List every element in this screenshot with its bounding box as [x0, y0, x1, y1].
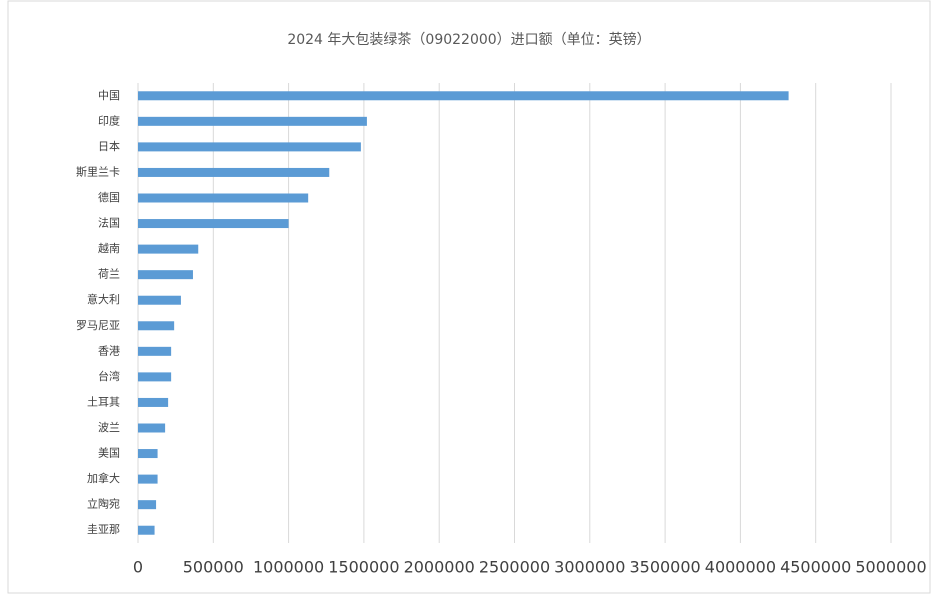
y-tick-label: 香港 — [98, 344, 120, 357]
bar — [138, 525, 155, 535]
y-tick-label: 意大利 — [87, 292, 120, 306]
bar — [138, 449, 158, 459]
bar — [138, 270, 193, 280]
x-tick-label: 3000000 — [554, 558, 625, 577]
bar — [138, 423, 166, 433]
y-tick-label: 波兰 — [98, 421, 120, 434]
y-tick-label: 加拿大 — [87, 471, 120, 485]
bar — [138, 142, 361, 152]
y-tick-label: 中国 — [98, 89, 120, 102]
bar — [138, 193, 309, 203]
bar — [138, 219, 289, 229]
y-tick-label: 台湾 — [98, 369, 120, 383]
x-tick-label: 1500000 — [328, 558, 399, 577]
x-tick-label: 4500000 — [780, 558, 851, 577]
y-tick-label: 德国 — [98, 190, 120, 204]
bar — [138, 167, 330, 177]
x-tick-label: 5000000 — [855, 558, 926, 577]
bar — [138, 116, 367, 126]
y-tick-label: 荷兰 — [98, 268, 120, 281]
bar — [138, 397, 169, 407]
bar — [138, 346, 172, 356]
bar — [138, 295, 181, 305]
x-tick-label: 2500000 — [479, 558, 550, 577]
x-tick-label: 3500000 — [629, 558, 700, 577]
chart-title: 2024 年大包装绿茶（09022000）进口额（单位：英镑） — [287, 31, 650, 48]
x-tick-label: 0 — [133, 558, 143, 577]
bar — [138, 244, 199, 254]
x-tick-label: 1000000 — [253, 558, 324, 577]
bar — [138, 91, 789, 101]
y-tick-label: 日本 — [98, 139, 120, 153]
y-tick-label: 斯里兰卡 — [76, 165, 120, 178]
bar — [138, 474, 158, 484]
x-tick-label: 500000 — [183, 558, 244, 577]
bar — [138, 500, 157, 510]
y-tick-label: 土耳其 — [87, 395, 120, 408]
y-tick-label: 美国 — [98, 447, 120, 460]
y-tick-label: 圭亚那 — [87, 523, 120, 536]
y-tick-label: 越南 — [98, 241, 120, 255]
bar — [138, 321, 175, 331]
y-tick-label: 印度 — [98, 113, 120, 127]
y-tick-label: 立陶宛 — [87, 497, 120, 511]
x-tick-label: 4000000 — [705, 558, 776, 577]
y-tick-label: 罗马尼亚 — [76, 319, 120, 332]
y-tick-label: 法国 — [98, 216, 120, 230]
x-tick-label: 2000000 — [404, 558, 475, 577]
bar — [138, 372, 172, 382]
